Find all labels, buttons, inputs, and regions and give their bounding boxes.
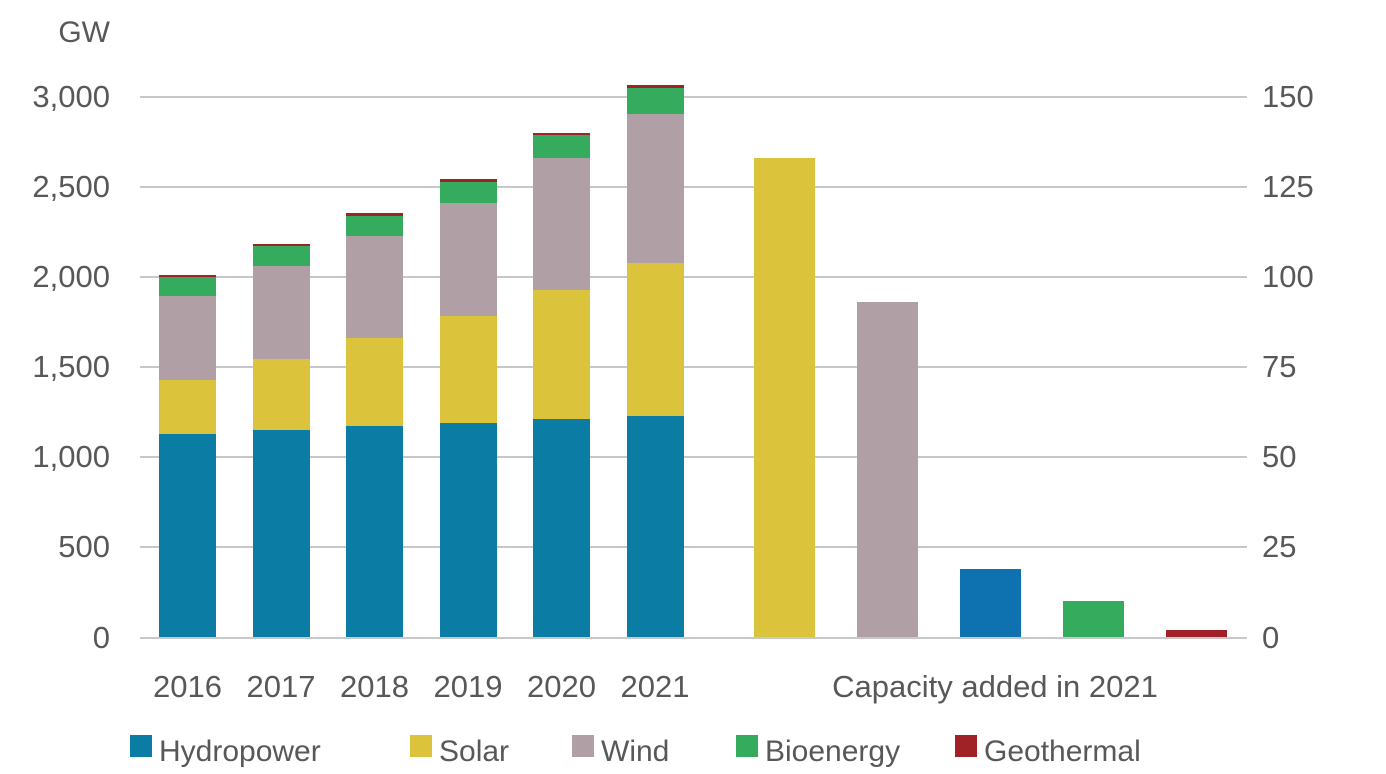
added-bar-solar xyxy=(753,157,815,638)
segment-hydropower-2019 xyxy=(439,422,497,638)
segment-solar-2018 xyxy=(346,337,403,427)
x-tick-label-2016: 2016 xyxy=(153,669,222,704)
segment-solar-2020 xyxy=(533,290,590,420)
segment-geothermal-2016 xyxy=(159,275,216,278)
legend-label-bioenergy: Bioenergy xyxy=(765,735,901,768)
left-y-tick-label: 500 xyxy=(58,529,110,565)
left-y-tick-label: 1,000 xyxy=(32,439,110,475)
stacked-bar-2017 xyxy=(252,243,310,638)
segment-hydropower-2017 xyxy=(252,429,310,638)
legend-swatch-solar xyxy=(410,735,432,757)
y-axis-unit-label: GW xyxy=(58,16,110,49)
legend-item-solar: Solar xyxy=(410,735,509,769)
stacked-bar-2020 xyxy=(533,132,590,638)
right-y-tick-label: 100 xyxy=(1262,258,1314,294)
gridline-1,000 xyxy=(140,456,1247,459)
segment-solar-2017 xyxy=(252,358,310,430)
segment-wind-2018 xyxy=(346,236,403,338)
right-y-tick-label: 0 xyxy=(1262,619,1280,655)
right-y-tick-label: 75 xyxy=(1262,349,1297,384)
legend-label-hydropower: Hydropower xyxy=(159,735,321,768)
segment-bioenergy-2021 xyxy=(626,88,684,114)
left-y-tick-label: 2,500 xyxy=(32,168,110,204)
segment-bioenergy-2019 xyxy=(439,181,497,204)
added-bar-bioenergy xyxy=(1062,601,1124,638)
segment-wind-2021 xyxy=(626,113,684,263)
segment-hydropower-2018 xyxy=(346,426,403,638)
right-y-tick-label: 150 xyxy=(1262,78,1314,114)
legend-label-geothermal: Geothermal xyxy=(984,735,1141,768)
legend-item-hydropower: Hydropower xyxy=(130,735,321,769)
gridline-3,000 xyxy=(140,95,1247,98)
segment-bioenergy-2020 xyxy=(533,135,590,159)
segment-geothermal-2017 xyxy=(252,243,310,247)
added-bar-hydropower xyxy=(959,568,1021,638)
right-y-tick-label: 25 xyxy=(1262,529,1297,565)
x-tick-label-2018: 2018 xyxy=(340,669,409,704)
stacked-bar-2019 xyxy=(439,179,497,638)
legend-swatch-hydropower xyxy=(130,735,152,757)
right-y-tick-label: 50 xyxy=(1262,439,1297,475)
gridline-2,500 xyxy=(140,185,1247,188)
segment-bioenergy-2017 xyxy=(252,246,310,266)
added-bar-geothermal xyxy=(1165,630,1227,638)
gridline-0 xyxy=(140,636,1247,639)
segment-wind-2017 xyxy=(252,265,310,359)
left-y-tick-label: 1,500 xyxy=(32,349,110,384)
left-y-tick-label: 3,000 xyxy=(32,78,110,114)
segment-wind-2016 xyxy=(159,296,216,381)
segment-wind-2020 xyxy=(533,158,590,291)
gridline-500 xyxy=(140,546,1247,549)
x-axis-right-label: Capacity added in 2021 xyxy=(832,669,1158,704)
legend-item-wind: Wind xyxy=(572,735,669,769)
segment-bioenergy-2016 xyxy=(159,277,216,297)
left-y-tick-label: 2,000 xyxy=(32,258,110,294)
gridline-2,000 xyxy=(140,275,1247,278)
stacked-bar-2018 xyxy=(346,213,403,638)
added-bar-wind xyxy=(856,302,918,638)
legend-swatch-bioenergy xyxy=(736,735,758,757)
gridline-1,500 xyxy=(140,366,1247,368)
segment-geothermal-2020 xyxy=(533,132,590,136)
legend-item-bioenergy: Bioenergy xyxy=(736,735,900,769)
x-tick-label-2021: 2021 xyxy=(620,669,690,704)
segment-solar-2019 xyxy=(439,315,497,423)
stacked-bar-2016 xyxy=(159,275,216,638)
x-tick-label-2017: 2017 xyxy=(246,669,316,704)
segment-solar-2016 xyxy=(159,380,216,434)
right-y-tick-label: 125 xyxy=(1262,168,1314,204)
segment-geothermal-2021 xyxy=(626,85,684,89)
segment-hydropower-2016 xyxy=(159,433,216,638)
segment-bioenergy-2018 xyxy=(346,215,403,237)
segment-solar-2021 xyxy=(626,262,684,416)
left-y-tick-label: 0 xyxy=(92,619,110,655)
segment-hydropower-2020 xyxy=(533,419,590,638)
x-tick-label-2019: 2019 xyxy=(433,669,503,704)
segment-hydropower-2021 xyxy=(626,415,684,638)
segment-geothermal-2018 xyxy=(346,213,403,216)
legend-label-solar: Solar xyxy=(439,735,510,768)
segment-wind-2019 xyxy=(439,203,497,316)
legend-swatch-wind xyxy=(572,735,594,757)
legend-swatch-geothermal xyxy=(955,735,977,757)
segment-geothermal-2019 xyxy=(439,179,497,182)
x-tick-label-2020: 2020 xyxy=(527,669,596,704)
stacked-bar-2021 xyxy=(626,85,684,638)
legend-item-geothermal: Geothermal xyxy=(955,735,1141,769)
legend-label-wind: Wind xyxy=(601,735,670,768)
